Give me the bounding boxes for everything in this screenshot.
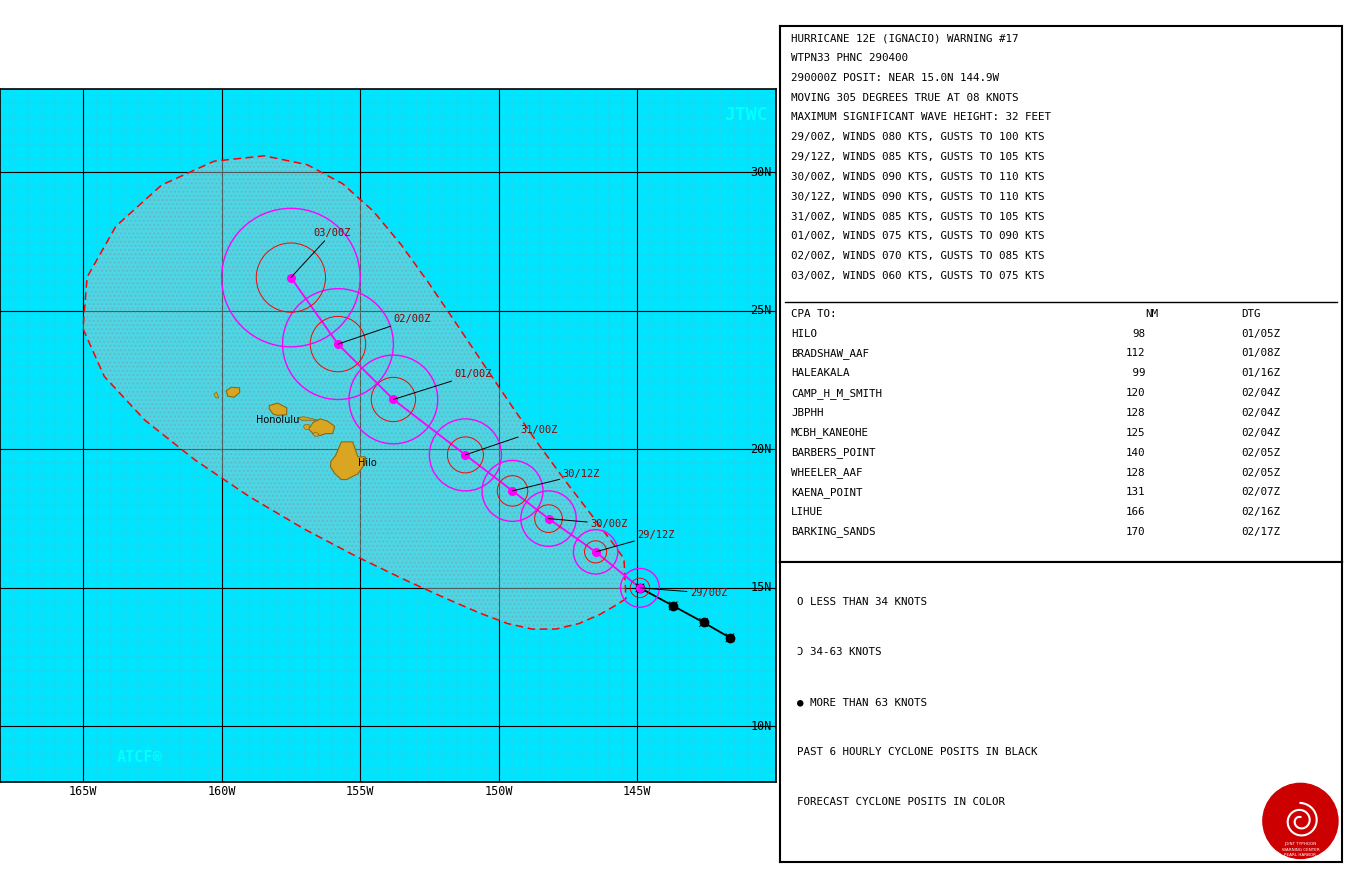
Text: O LESS THAN 34 KNOTS: O LESS THAN 34 KNOTS [797, 597, 927, 607]
Text: BARBERS_POINT: BARBERS_POINT [791, 447, 876, 458]
Polygon shape [331, 442, 366, 480]
Text: 112: 112 [1126, 348, 1145, 359]
Text: 29/00Z: 29/00Z [639, 588, 727, 598]
Text: DTG: DTG [1241, 309, 1260, 319]
Text: 30N: 30N [750, 165, 772, 179]
Text: 120: 120 [1126, 388, 1145, 398]
Text: 128: 128 [1126, 408, 1145, 418]
Text: KAENA_POINT: KAENA_POINT [791, 487, 862, 498]
Text: 01/05Z: 01/05Z [1241, 328, 1280, 339]
Text: 02/16Z: 02/16Z [1241, 507, 1280, 517]
Text: 290000Z POSIT: NEAR 15.0N 144.9W: 290000Z POSIT: NEAR 15.0N 144.9W [791, 72, 1000, 83]
Text: 02/07Z: 02/07Z [1241, 488, 1280, 497]
Text: WHEELER_AAF: WHEELER_AAF [791, 467, 862, 478]
Text: 01/16Z: 01/16Z [1241, 368, 1280, 378]
Text: CAMP_H_M_SMITH: CAMP_H_M_SMITH [791, 388, 882, 399]
Text: 02/05Z: 02/05Z [1241, 468, 1280, 477]
Text: 02/17Z: 02/17Z [1241, 527, 1280, 537]
Text: 29/12Z: 29/12Z [596, 530, 674, 552]
Text: JTWC: JTWC [724, 106, 768, 124]
Polygon shape [309, 419, 335, 436]
Polygon shape [298, 416, 318, 421]
Text: MCBH_KANEOHE: MCBH_KANEOHE [791, 428, 869, 438]
Text: PEARL HARBOR: PEARL HARBOR [1284, 854, 1317, 857]
Text: 02/00Z: 02/00Z [339, 314, 430, 344]
Text: 03/00Z, WINDS 060 KTS, GUSTS TO 075 KTS: 03/00Z, WINDS 060 KTS, GUSTS TO 075 KTS [791, 271, 1044, 281]
Text: 25N: 25N [750, 304, 772, 317]
Text: HURRICANE 12E (IGNACIO) WARNING #17: HURRICANE 12E (IGNACIO) WARNING #17 [791, 33, 1018, 43]
Text: 02/00Z, WINDS 070 KTS, GUSTS TO 085 KTS: 02/00Z, WINDS 070 KTS, GUSTS TO 085 KTS [791, 251, 1044, 261]
Text: MAXIMUM SIGNIFICANT WAVE HEIGHT: 32 FEET: MAXIMUM SIGNIFICANT WAVE HEIGHT: 32 FEET [791, 112, 1051, 123]
Text: 02/04Z: 02/04Z [1241, 408, 1280, 418]
Text: WARNING CENTER: WARNING CENTER [1282, 847, 1319, 852]
Text: HALEAKALA: HALEAKALA [791, 368, 850, 378]
Text: PAST 6 HOURLY CYCLONE POSITS IN BLACK: PAST 6 HOURLY CYCLONE POSITS IN BLACK [797, 747, 1037, 757]
Text: 10N: 10N [750, 719, 772, 733]
Text: WTPN33 PHNC 290400: WTPN33 PHNC 290400 [791, 53, 908, 63]
Text: 170: 170 [1126, 527, 1145, 537]
Circle shape [1263, 783, 1338, 859]
Polygon shape [84, 156, 626, 629]
Text: 30/12Z: 30/12Z [513, 469, 600, 491]
Text: 31/00Z, WINDS 085 KTS, GUSTS TO 105 KTS: 31/00Z, WINDS 085 KTS, GUSTS TO 105 KTS [791, 212, 1044, 221]
Text: Hilo: Hilo [357, 457, 376, 468]
Polygon shape [313, 432, 318, 436]
Text: JOINT TYPHOON: JOINT TYPHOON [1284, 842, 1317, 847]
Text: 02/04Z: 02/04Z [1241, 388, 1280, 398]
Text: 29/00Z, WINDS 080 KTS, GUSTS TO 100 KTS: 29/00Z, WINDS 080 KTS, GUSTS TO 100 KTS [791, 132, 1044, 142]
Text: 03/00Z: 03/00Z [291, 228, 351, 278]
Text: Honolulu: Honolulu [256, 415, 299, 425]
Text: HILO: HILO [791, 328, 817, 339]
Text: 02/04Z: 02/04Z [1241, 428, 1280, 438]
Text: 166: 166 [1126, 507, 1145, 517]
Text: 125: 125 [1126, 428, 1145, 438]
Text: NM: NM [1145, 309, 1159, 319]
Text: JBPHH: JBPHH [791, 408, 823, 418]
Text: 30/12Z, WINDS 090 KTS, GUSTS TO 110 KTS: 30/12Z, WINDS 090 KTS, GUSTS TO 110 KTS [791, 192, 1044, 202]
Text: 01/08Z: 01/08Z [1241, 348, 1280, 359]
Text: 131: 131 [1126, 488, 1145, 497]
Polygon shape [214, 392, 219, 398]
Text: 20N: 20N [750, 442, 772, 456]
Text: BRADSHAW_AAF: BRADSHAW_AAF [791, 348, 869, 359]
Text: 30/00Z, WINDS 090 KTS, GUSTS TO 110 KTS: 30/00Z, WINDS 090 KTS, GUSTS TO 110 KTS [791, 172, 1044, 182]
Text: ● MORE THAN 63 KNOTS: ● MORE THAN 63 KNOTS [797, 697, 927, 707]
Text: 30/00Z: 30/00Z [549, 518, 627, 529]
Text: LIHUE: LIHUE [791, 507, 823, 517]
Text: ATCF®: ATCF® [116, 750, 162, 765]
Polygon shape [227, 388, 240, 397]
Text: FORECAST CYCLONE POSITS IN COLOR: FORECAST CYCLONE POSITS IN COLOR [797, 797, 1005, 807]
Text: 99: 99 [1126, 368, 1145, 378]
Text: 02/05Z: 02/05Z [1241, 448, 1280, 457]
Text: 140: 140 [1126, 448, 1145, 457]
Text: CPA TO:: CPA TO: [791, 309, 836, 319]
Text: BARKING_SANDS: BARKING_SANDS [791, 527, 876, 537]
Text: 01/00Z, WINDS 075 KTS, GUSTS TO 090 KTS: 01/00Z, WINDS 075 KTS, GUSTS TO 090 KTS [791, 232, 1044, 241]
Text: 01/00Z: 01/00Z [394, 369, 492, 400]
Text: 31/00Z: 31/00Z [465, 425, 558, 455]
Polygon shape [304, 424, 309, 429]
Polygon shape [270, 403, 287, 415]
Text: 29/12Z, WINDS 085 KTS, GUSTS TO 105 KTS: 29/12Z, WINDS 085 KTS, GUSTS TO 105 KTS [791, 152, 1044, 162]
Text: MOVING 305 DEGREES TRUE AT 08 KNOTS: MOVING 305 DEGREES TRUE AT 08 KNOTS [791, 92, 1018, 103]
Text: Ɔ 34-63 KNOTS: Ɔ 34-63 KNOTS [797, 647, 881, 657]
Text: 15N: 15N [750, 581, 772, 594]
Text: 98: 98 [1132, 328, 1145, 339]
Text: 128: 128 [1126, 468, 1145, 477]
